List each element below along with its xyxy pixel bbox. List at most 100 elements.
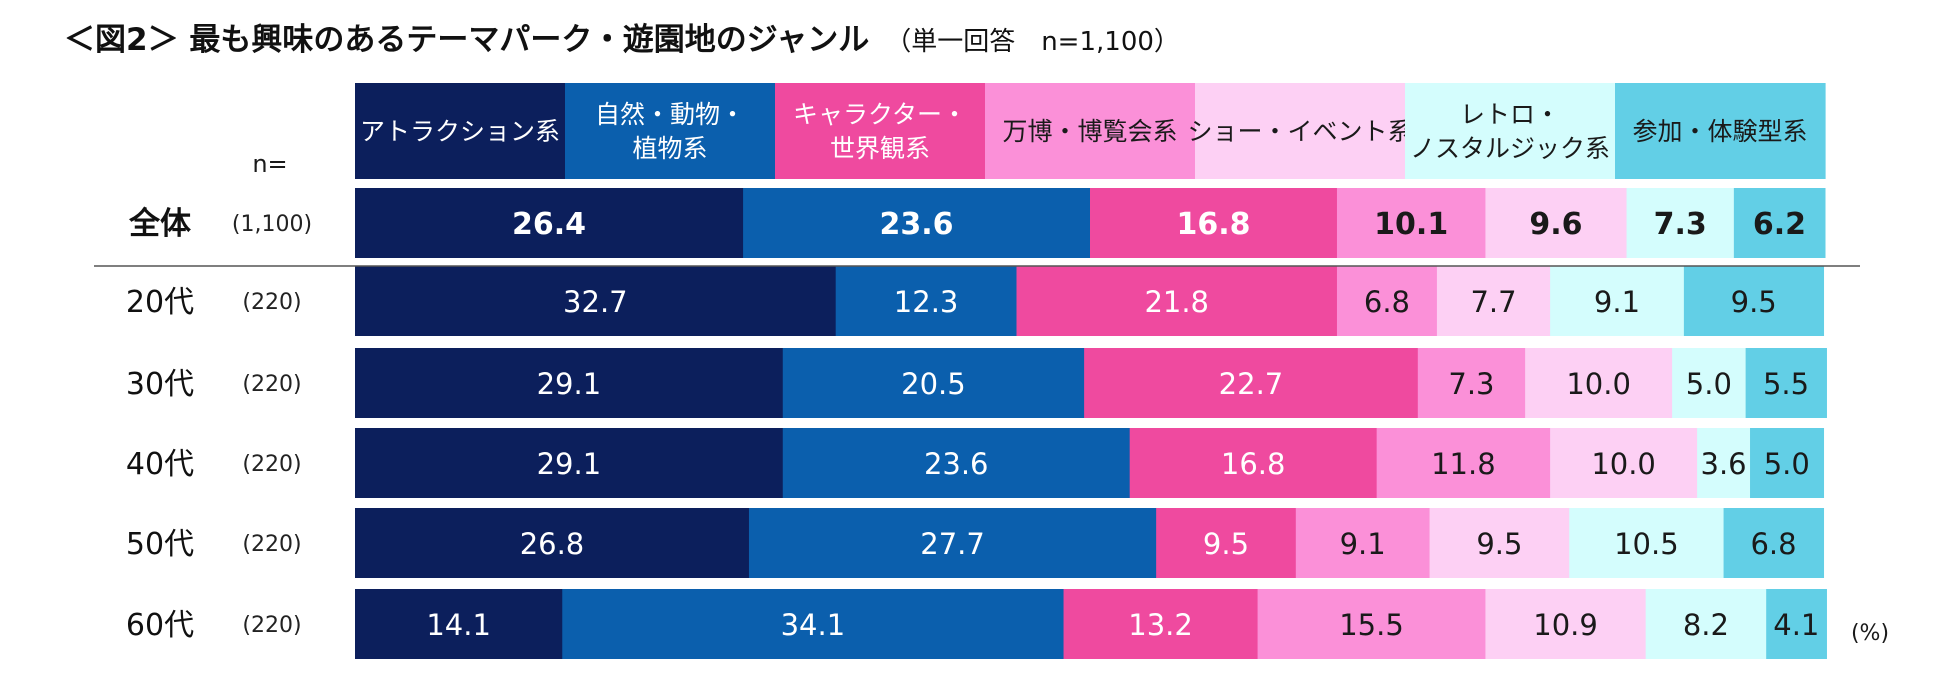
- legend-label: 参加・体験型系: [1632, 117, 1807, 146]
- unit-label: (%): [1851, 621, 1889, 646]
- legend-cell: [1615, 83, 1826, 179]
- bar-segment: [743, 188, 1091, 258]
- bar-segment: [1569, 508, 1725, 578]
- data-label: 6.8: [1750, 527, 1796, 561]
- bar-segment: [1525, 348, 1673, 418]
- chart-rows: 全体 (1,100) 26.4 23.6 16.8 10.1 9.6 7.3 6.2 20代 (22…: [126, 188, 1827, 659]
- data-label: 20.5: [901, 367, 966, 401]
- category-label: 40代: [126, 447, 194, 482]
- n-value: (1,100): [232, 212, 312, 237]
- data-label: 29.1: [537, 447, 602, 481]
- n-value: (220): [242, 372, 301, 397]
- legend-cell: [355, 83, 566, 179]
- data-label: 16.8: [1176, 207, 1250, 242]
- bar-segment: [1645, 589, 1767, 659]
- data-label: 21.8: [1144, 285, 1209, 319]
- legend-label: 植物系: [632, 134, 707, 163]
- bar-segment: [1750, 428, 1825, 498]
- data-label: 29.1: [537, 367, 602, 401]
- chart-subtitle: （単一回答 n=1,100）: [885, 27, 1180, 57]
- legend-label: 自然・動物・: [595, 100, 745, 129]
- chart-title: ＜図2＞ 最も興味のあるテーマパーク・遊園地のジャンル （単一回答 n=1,10…: [64, 14, 1180, 64]
- n-column-header: n=: [252, 150, 287, 178]
- bar-segment: [1090, 188, 1338, 258]
- data-label: 15.5: [1339, 608, 1404, 642]
- legend-cell: [565, 83, 776, 179]
- data-label: 26.4: [512, 207, 586, 242]
- bar-segment: [1723, 508, 1825, 578]
- data-label: 9.6: [1529, 207, 1582, 242]
- legend-label: ショー・イベント系: [1187, 117, 1412, 146]
- data-label: 12.3: [894, 285, 959, 319]
- data-label: 8.2: [1683, 608, 1729, 642]
- data-label: 9.1: [1340, 527, 1386, 561]
- legend-cell: [1405, 83, 1616, 179]
- data-label: 9.5: [1476, 527, 1522, 561]
- bar-segment: [1550, 266, 1685, 336]
- data-label: 23.6: [924, 447, 989, 481]
- data-label: 10.9: [1533, 608, 1598, 642]
- category-label: 50代: [126, 527, 194, 562]
- bar-segment: [1745, 348, 1827, 418]
- bar-segment: [355, 266, 837, 336]
- data-label: 4.1: [1773, 608, 1819, 642]
- legend-cell: [775, 83, 986, 179]
- bar-segment: [355, 589, 563, 659]
- n-value: (220): [242, 532, 301, 557]
- data-label: 32.7: [563, 285, 628, 319]
- bar-segment: [835, 266, 1017, 336]
- bar-segment: [782, 348, 1085, 418]
- data-label: 16.8: [1221, 447, 1286, 481]
- data-label: 9.5: [1731, 285, 1777, 319]
- bar-segment: [1485, 188, 1628, 258]
- data-label: 22.7: [1219, 367, 1284, 401]
- data-label: 10.0: [1591, 447, 1656, 481]
- data-label: 3.6: [1701, 447, 1747, 481]
- bar-segment: [355, 508, 750, 578]
- bar-segment: [1766, 589, 1827, 659]
- data-label: 10.0: [1566, 367, 1631, 401]
- category-label: 全体: [128, 206, 191, 242]
- n-value: (220): [242, 613, 301, 638]
- bar-segment: [1485, 589, 1647, 659]
- bar-segment: [1016, 266, 1338, 336]
- bar-segment: [355, 348, 784, 418]
- bar-segment: [1697, 428, 1751, 498]
- legend-label: 世界観系: [830, 134, 930, 163]
- bar-segment: [1672, 348, 1747, 418]
- data-label: 6.2: [1753, 207, 1806, 242]
- data-label: 26.8: [520, 527, 585, 561]
- n-value: (220): [242, 290, 301, 315]
- bar-segment: [1429, 508, 1570, 578]
- bar-segment: [1336, 266, 1438, 336]
- data-label: 6.8: [1364, 285, 1410, 319]
- bar-segment: [1295, 508, 1431, 578]
- bar-segment: [782, 428, 1131, 498]
- bar-segment: [1129, 428, 1378, 498]
- bar-segment: [1417, 348, 1526, 418]
- legend-label: レトロ・: [1460, 100, 1560, 129]
- legend-cell: [985, 83, 1196, 179]
- legend-label: キャラクター・: [793, 100, 967, 129]
- bar-segment: [1063, 589, 1259, 659]
- data-label: 27.7: [920, 527, 985, 561]
- chart-title-main: ＜図2＞ 最も興味のあるテーマパーク・遊園地のジャンル: [64, 22, 870, 58]
- data-label: 9.1: [1594, 285, 1640, 319]
- data-label: 7.3: [1448, 367, 1494, 401]
- n-value: (220): [242, 452, 301, 477]
- data-label: 5.0: [1764, 447, 1810, 481]
- data-label: 34.1: [781, 608, 846, 642]
- data-label: 5.5: [1763, 367, 1809, 401]
- bar-segment: [1683, 266, 1825, 336]
- bar-segment: [1084, 348, 1419, 418]
- legend-label: 万博・博覧会系: [1002, 117, 1177, 146]
- data-label: 23.6: [880, 207, 954, 242]
- legend-label: アトラクション系: [360, 117, 560, 146]
- data-label: 14.1: [426, 608, 491, 642]
- bar-segment: [562, 589, 1065, 659]
- chart-legend: アトラクション系 自然・動物・植物系 キャラクター・世界観系 万博・博覧会系 ショー・イ…: [355, 83, 1826, 179]
- data-label: 13.2: [1128, 608, 1193, 642]
- bar-segment: [1336, 188, 1486, 258]
- data-label: 7.3: [1654, 207, 1707, 242]
